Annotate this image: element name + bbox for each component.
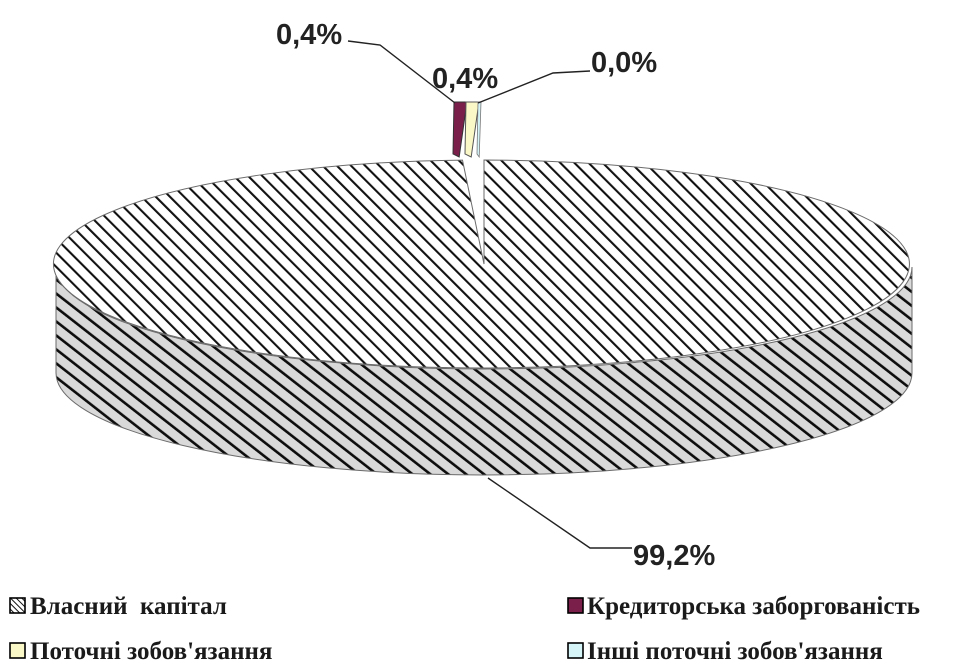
- data-label: 0,0%: [591, 47, 657, 79]
- pie-slice: [476, 101, 482, 159]
- legend-swatch: [9, 642, 26, 659]
- legend-label: Поточні зобов'язання: [30, 638, 272, 665]
- leader-lines: [347, 40, 632, 549]
- legend-item: Власний капітал: [9, 593, 227, 620]
- legend: Власний капітал Кредиторська заборговані…: [9, 593, 920, 665]
- data-labels: 0,4% 0,4% 0,0% 99,2%: [276, 19, 715, 572]
- pie-side-wall: [55, 266, 913, 476]
- legend-label: Інші поточні зобов'язання: [587, 638, 883, 665]
- legend-item: Кредиторська заборгованість: [567, 593, 920, 620]
- pie-slice: [452, 101, 468, 158]
- legend-swatch: [567, 597, 584, 614]
- legend-item: Поточні зобов'язання: [9, 638, 272, 665]
- legend-item: Інші поточні зобов'язання: [567, 638, 883, 665]
- pie-slice: [464, 101, 480, 158]
- legend-label: Власний капітал: [30, 593, 227, 620]
- legend-label: Кредиторська заборгованість: [587, 593, 920, 620]
- small-slices: [452, 101, 482, 159]
- leader-line: [477, 70, 591, 104]
- legend-swatch: [9, 597, 26, 614]
- data-label: 99,2%: [633, 540, 715, 572]
- pie-slice: [52, 159, 910, 369]
- data-label: 0,4%: [276, 19, 342, 51]
- legend-swatch: [567, 642, 584, 659]
- data-label: 0,4%: [432, 63, 498, 95]
- leader-line: [487, 477, 632, 549]
- pie-body: [52, 159, 913, 476]
- leader-line: [347, 40, 456, 104]
